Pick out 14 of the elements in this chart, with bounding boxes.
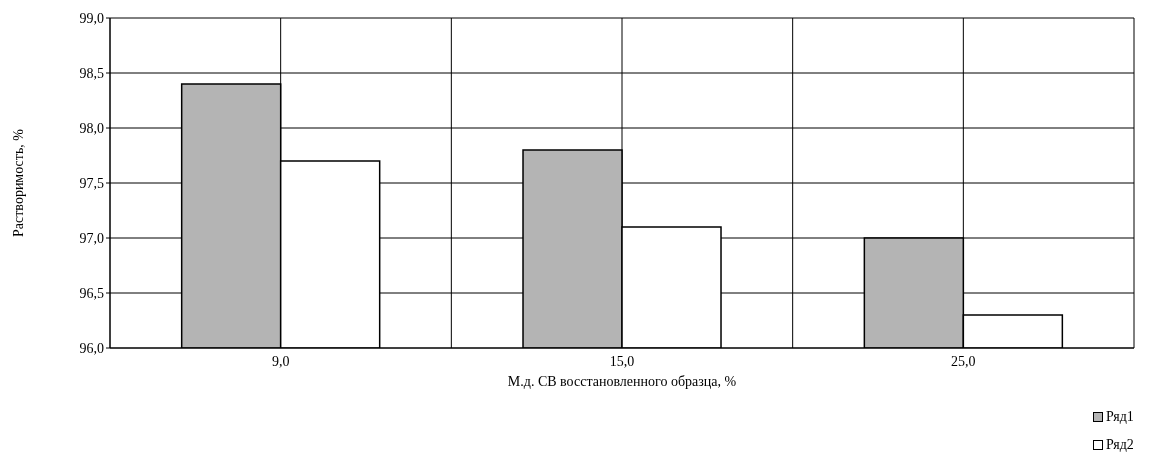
legend-label: Ряд1 [1106, 409, 1134, 425]
y-tick-label: 99,0 [79, 10, 104, 26]
legend-label: Ряд2 [1106, 437, 1134, 453]
y-tick-label: 96,0 [79, 340, 104, 356]
y-tick-label: 98,0 [79, 120, 104, 136]
y-tick-label: 98,5 [79, 65, 104, 81]
y-tick-label: 96,5 [79, 285, 104, 301]
x-tick-label: 9,0 [271, 353, 290, 369]
x-tick-label: 25,0 [951, 353, 976, 369]
x-axis-title: М.д. СВ восстановленного образца, % [507, 374, 737, 389]
x-tick-label: 15,0 [609, 353, 635, 369]
y-tick-label: 97,0 [79, 230, 104, 246]
y-tick-label: 97,5 [79, 175, 104, 191]
y-axis-title: Растворимость, % [10, 128, 26, 237]
